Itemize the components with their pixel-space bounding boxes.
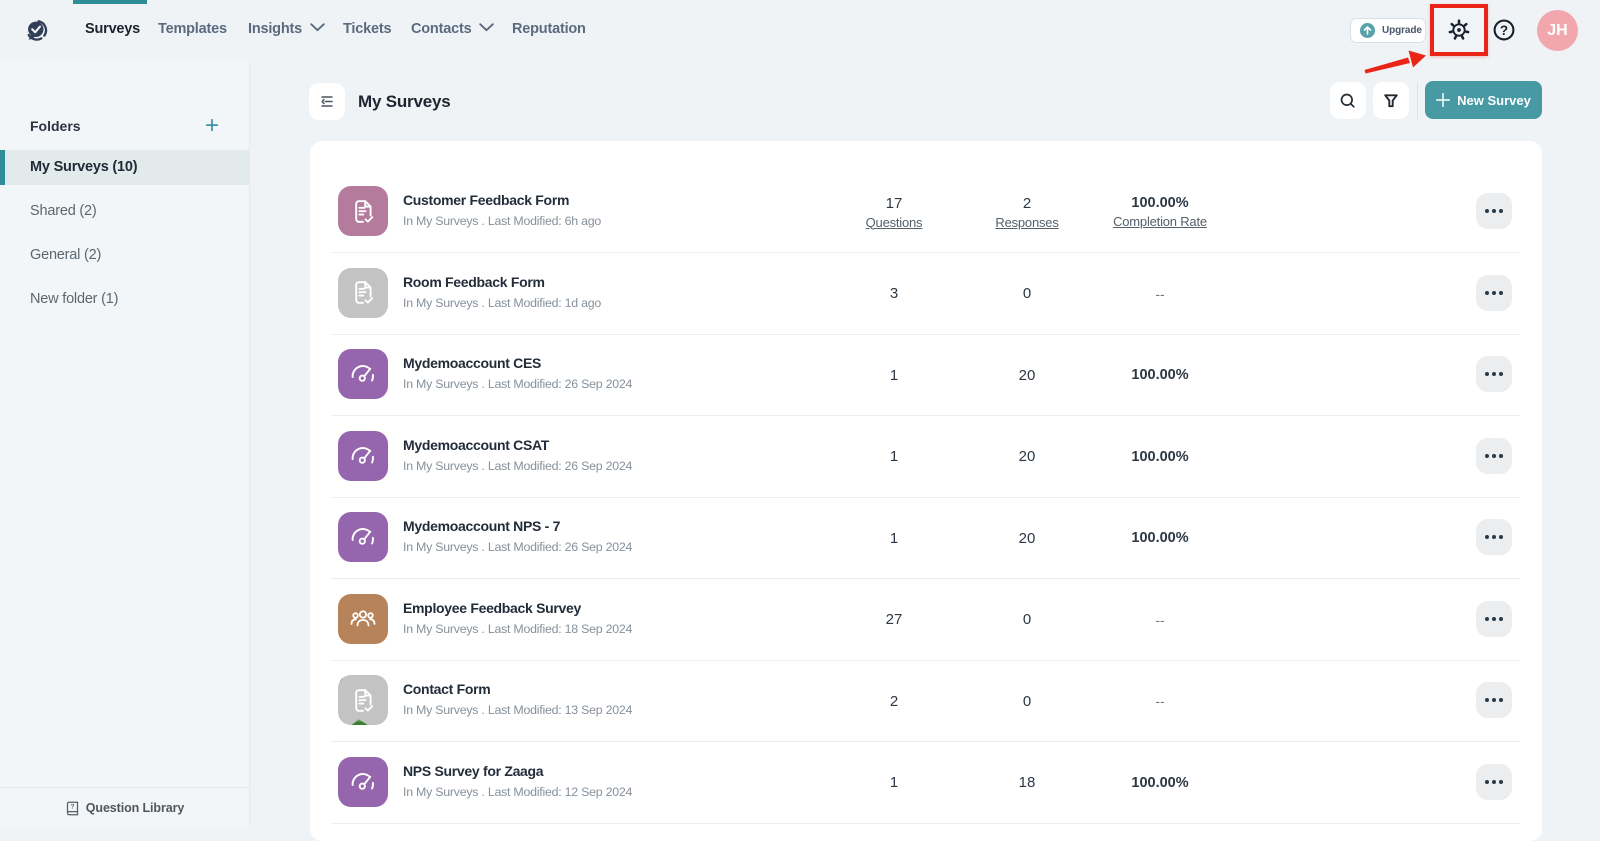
svg-text:?: ? <box>1500 23 1508 38</box>
svg-text:?: ? <box>70 803 74 810</box>
